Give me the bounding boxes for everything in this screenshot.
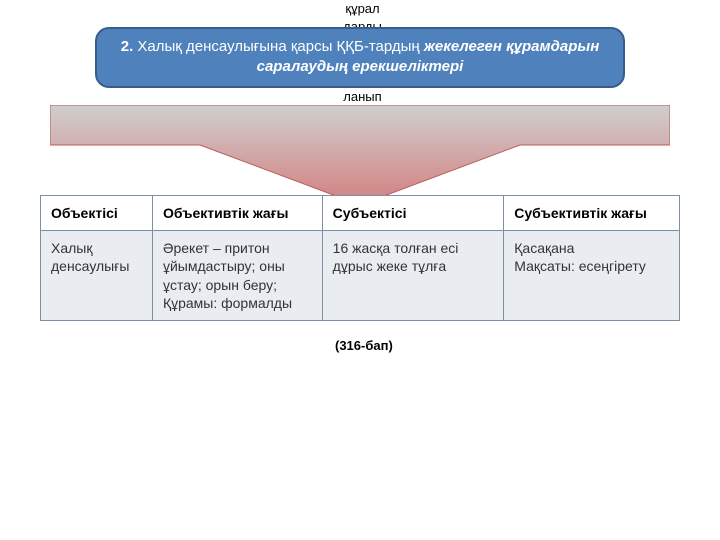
table-header-row: Объектісі Объективтік жағы Субъектісі Су… (41, 196, 680, 231)
header-prefix: 2. (121, 38, 138, 55)
table-header-cell: Субъективтік жағы (504, 196, 680, 231)
header-plain: Халық денсаулығына қарсы ҚҚБ-тардың (137, 38, 423, 55)
table-cell: Әрекет – притон ұйымдастыру; оны ұстау; … (152, 231, 322, 321)
background-bottom-text: (316-бап) (335, 338, 393, 353)
table-header-cell: Объективтік жағы (152, 196, 322, 231)
table-cell: Халық денсаулығы (41, 231, 153, 321)
table-header-cell: Субъектісі (322, 196, 504, 231)
table-header-cell: Объектісі (41, 196, 153, 231)
criteria-table: Объектісі Объективтік жағы Субъектісі Су… (40, 195, 680, 321)
table-cell: Қасақана Мақсаты: есеңгірету (504, 231, 680, 321)
section-header: 2. Халық денсаулығына қарсы ҚҚБ-тардың ж… (95, 27, 625, 88)
table-cell: 16 жасқа толған есі дұрыс жеке тұлға (322, 231, 504, 321)
table-row: Халық денсаулығы Әрекет – притон ұйымдас… (41, 231, 680, 321)
